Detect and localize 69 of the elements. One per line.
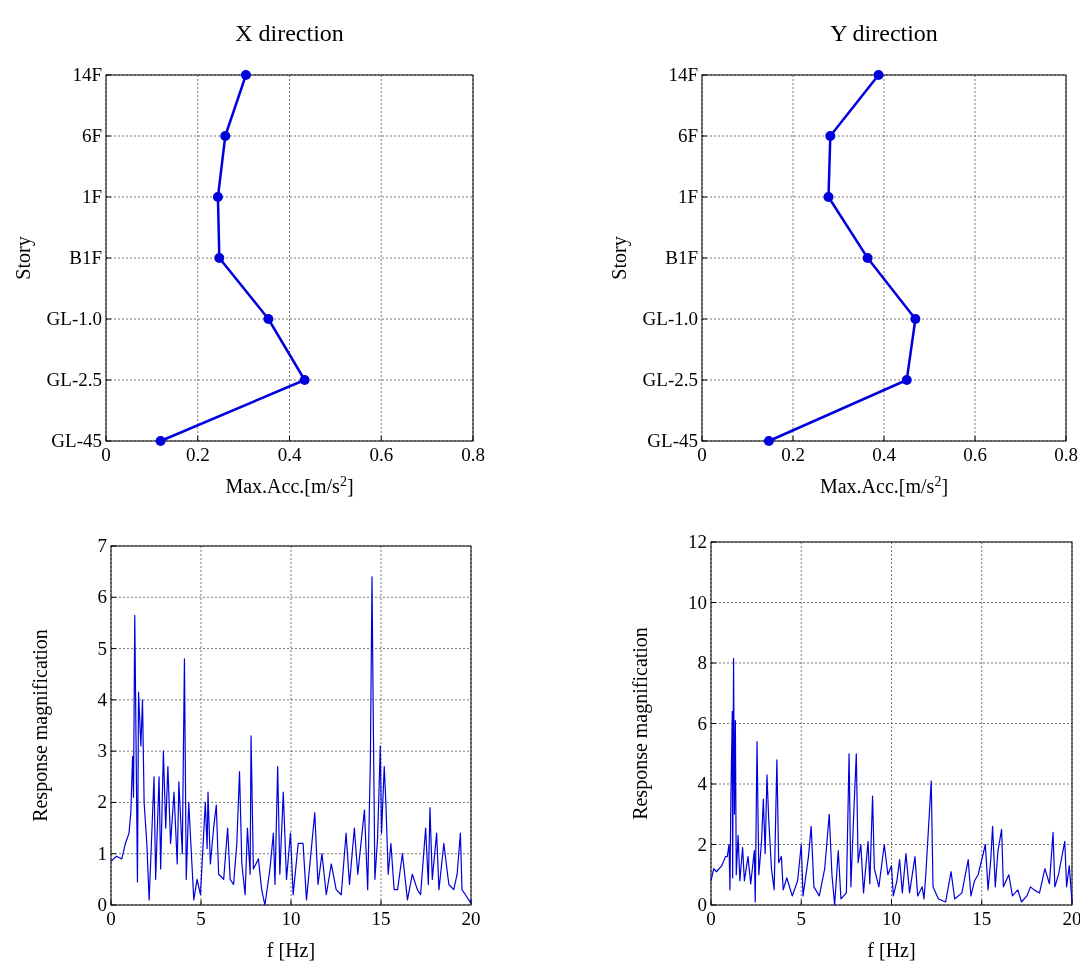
x-tick-label: 0.6 xyxy=(369,444,394,465)
x-tick-label: 0.6 xyxy=(963,444,987,465)
x-tick-label: 0.2 xyxy=(781,444,805,465)
x-tick-label: 10 xyxy=(281,908,301,929)
x-tick-label: 10 xyxy=(882,908,901,929)
y-tick-label: 5 xyxy=(97,637,107,659)
y-tick-label: B1F xyxy=(665,247,698,268)
y-tick-label: GL-1.0 xyxy=(642,308,698,329)
y-tick-label: 10 xyxy=(688,591,707,613)
x-tick-label: 20 xyxy=(461,908,481,929)
chart-title: X direction xyxy=(235,20,344,46)
y-tick-label: GL-2.5 xyxy=(46,369,102,390)
y-tick-label: 6 xyxy=(97,586,107,608)
y-tick-label: 4 xyxy=(97,688,108,710)
x-tick-label: 15 xyxy=(972,908,992,929)
x-tick-label: 0.2 xyxy=(185,444,210,465)
point xyxy=(901,375,912,385)
point xyxy=(873,70,884,80)
x-axis-title: f [Hz] xyxy=(867,939,916,961)
y-tick-label: 7 xyxy=(97,535,107,556)
y-tick-label: 3 xyxy=(97,740,107,762)
x-tick-label: 5 xyxy=(196,908,206,929)
point xyxy=(263,314,274,324)
x-axis-title: f [Hz] xyxy=(266,939,316,961)
y-axis-title: Story xyxy=(12,236,35,280)
y-tick-label: 2 xyxy=(697,833,707,855)
y-tick-label: GL-1.0 xyxy=(46,308,102,329)
y-tick-label: 14F xyxy=(668,64,698,85)
y-tick-label: 1F xyxy=(81,186,102,207)
y-tick-label: GL-45 xyxy=(51,430,102,451)
y-tick-label: 14F xyxy=(72,64,102,85)
point xyxy=(155,436,166,446)
x-tick-label: 0.8 xyxy=(1054,444,1078,465)
x-tick-label: 5 xyxy=(796,908,806,929)
y-tick-label: 0 xyxy=(697,894,707,915)
y-tick-label: 1 xyxy=(97,842,107,864)
y-tick-label: 8 xyxy=(697,652,707,673)
y-tick-label: 6F xyxy=(81,125,102,146)
x-tick-label: 20 xyxy=(1062,908,1080,929)
x-axis-title: Max.Acc.[m/s$^{2}$] xyxy=(819,473,949,497)
point xyxy=(240,70,251,80)
y-tick-label: B1F xyxy=(69,247,102,268)
y-tick-label: GL-2.5 xyxy=(642,369,698,390)
y-tick-label: 12 xyxy=(688,531,707,552)
point xyxy=(910,314,921,324)
x-axis-title: Max.Acc.[m/s$^{2}$] xyxy=(225,473,354,497)
point xyxy=(862,253,873,263)
y-tick-label: 4 xyxy=(697,773,708,794)
point xyxy=(763,436,774,446)
y-tick-label: 6F xyxy=(677,125,698,146)
y-axis-title: Response magnification xyxy=(629,627,652,820)
x-tick-label: 0.4 xyxy=(872,444,897,465)
point xyxy=(212,192,223,202)
y-tick-label: 1F xyxy=(677,186,698,207)
y-tick-label: 6 xyxy=(697,712,707,734)
y-tick-label: GL-45 xyxy=(647,430,698,451)
point xyxy=(299,375,310,385)
y-tick-label: 2 xyxy=(97,791,107,813)
point xyxy=(823,192,834,202)
x-tick-label: 0.8 xyxy=(461,444,485,465)
chart-title: Y direction xyxy=(830,20,938,46)
y-axis-title: Story xyxy=(608,236,631,280)
point xyxy=(825,131,836,141)
y-axis-title: Response magnification xyxy=(29,629,52,822)
x-tick-label: 0.4 xyxy=(277,444,302,465)
point xyxy=(214,253,225,263)
x-tick-label: 15 xyxy=(371,908,391,929)
y-tick-label: 0 xyxy=(97,894,107,915)
point xyxy=(220,131,231,141)
